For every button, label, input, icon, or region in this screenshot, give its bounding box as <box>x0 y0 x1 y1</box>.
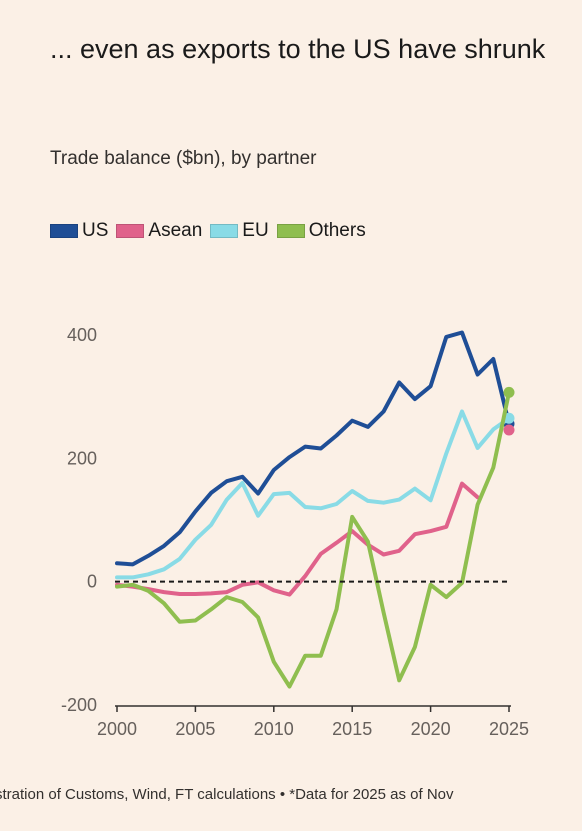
x-tick-label-2020: 2020 <box>411 719 451 739</box>
y-tick-label-0: 0 <box>87 572 97 592</box>
y-tick-label-400: 400 <box>67 325 97 345</box>
series-line-asean <box>115 481 480 597</box>
series-line-us <box>115 330 511 567</box>
legend-item-others: Others <box>276 220 366 242</box>
y-tick-label-200: 200 <box>67 448 97 468</box>
legend-label-eu: EU <box>242 220 269 241</box>
legend-item-eu: EU <box>210 220 269 242</box>
chart-title: ... even as exports to the US have shrun… <box>50 34 546 64</box>
series-line-eu <box>115 409 511 580</box>
legend-swatch-us <box>50 224 78 238</box>
source-note: …stration of Customs, Wind, FT calculati… <box>0 786 454 803</box>
x-tick-label-2005: 2005 <box>175 719 215 739</box>
legend-swatch-asean <box>116 224 145 238</box>
x-tick-label-2000: 2000 <box>97 719 137 739</box>
x-tick-label-2010: 2010 <box>254 719 294 739</box>
line-chart: -200 0 200 400 2000 2005 2010 2015 2020 2025 <box>61 325 529 739</box>
x-tick-label-2025: 2025 <box>489 719 529 739</box>
legend-item-us: US <box>50 220 108 242</box>
series-line-others <box>115 390 511 689</box>
series-endpoint-asean <box>503 424 515 436</box>
series-endpoint-others <box>503 386 515 398</box>
legend-swatch-eu <box>210 224 239 238</box>
legend-label-asean: Asean <box>148 220 203 241</box>
legend-swatch-others <box>276 224 305 238</box>
chart-subtitle: Trade balance ($bn), by partner <box>50 148 317 169</box>
legend: US Asean EU Others <box>50 220 374 242</box>
legend-label-others: Others <box>308 220 366 241</box>
series-endpoint-eu <box>503 412 515 424</box>
legend-label-us: US <box>82 220 109 241</box>
y-tick-label--200: -200 <box>61 695 97 715</box>
legend-item-asean: Asean <box>116 220 202 242</box>
x-tick-label-2015: 2015 <box>332 719 372 739</box>
